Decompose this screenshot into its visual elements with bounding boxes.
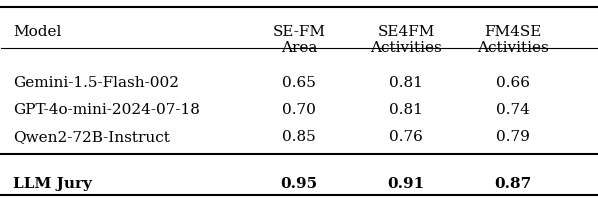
Text: 0.65: 0.65 (282, 76, 316, 89)
Text: Qwen2-72B-Instruct: Qwen2-72B-Instruct (13, 130, 170, 144)
Text: SE4FM
Activities: SE4FM Activities (370, 25, 442, 55)
Text: 0.95: 0.95 (280, 177, 318, 191)
Text: Model: Model (13, 25, 62, 39)
Text: 0.70: 0.70 (282, 103, 316, 117)
Text: 0.87: 0.87 (495, 177, 532, 191)
Text: SE-FM
Area: SE-FM Area (273, 25, 325, 55)
Text: 0.91: 0.91 (388, 177, 425, 191)
Text: FM4SE
Activities: FM4SE Activities (477, 25, 549, 55)
Text: 0.85: 0.85 (282, 130, 316, 144)
Text: 0.66: 0.66 (496, 76, 530, 89)
Text: LLM Jury: LLM Jury (13, 177, 92, 191)
Text: 0.81: 0.81 (389, 103, 423, 117)
Text: 0.79: 0.79 (496, 130, 530, 144)
Text: Gemini-1.5-Flash-002: Gemini-1.5-Flash-002 (13, 76, 179, 89)
Text: 0.74: 0.74 (496, 103, 530, 117)
Text: 0.81: 0.81 (389, 76, 423, 89)
Text: 0.76: 0.76 (389, 130, 423, 144)
Text: GPT-4o-mini-2024-07-18: GPT-4o-mini-2024-07-18 (13, 103, 200, 117)
